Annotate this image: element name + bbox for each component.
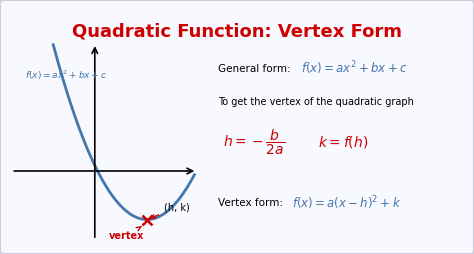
Text: To get the vertex of the quadratic graph: To get the vertex of the quadratic graph (218, 97, 414, 107)
Text: $f(x) = ax^2 + bx + c$: $f(x) = ax^2 + bx + c$ (301, 60, 408, 77)
Text: Vertex form:: Vertex form: (218, 198, 283, 208)
Text: Quadratic Function: Vertex Form: Quadratic Function: Vertex Form (72, 23, 402, 41)
Text: $k = f(h)$: $k = f(h)$ (318, 134, 368, 150)
Text: $h = -\dfrac{b}{2a}$: $h = -\dfrac{b}{2a}$ (223, 128, 285, 157)
Text: $f(x) = a(x - h)^2 + k$: $f(x) = a(x - h)^2 + k$ (292, 194, 401, 212)
Text: $f(x) = ax^2 + bx + c$: $f(x) = ax^2 + bx + c$ (25, 68, 107, 82)
Text: (h, k): (h, k) (151, 203, 190, 218)
Text: vertex: vertex (109, 227, 145, 241)
Text: General form:: General form: (218, 64, 291, 74)
